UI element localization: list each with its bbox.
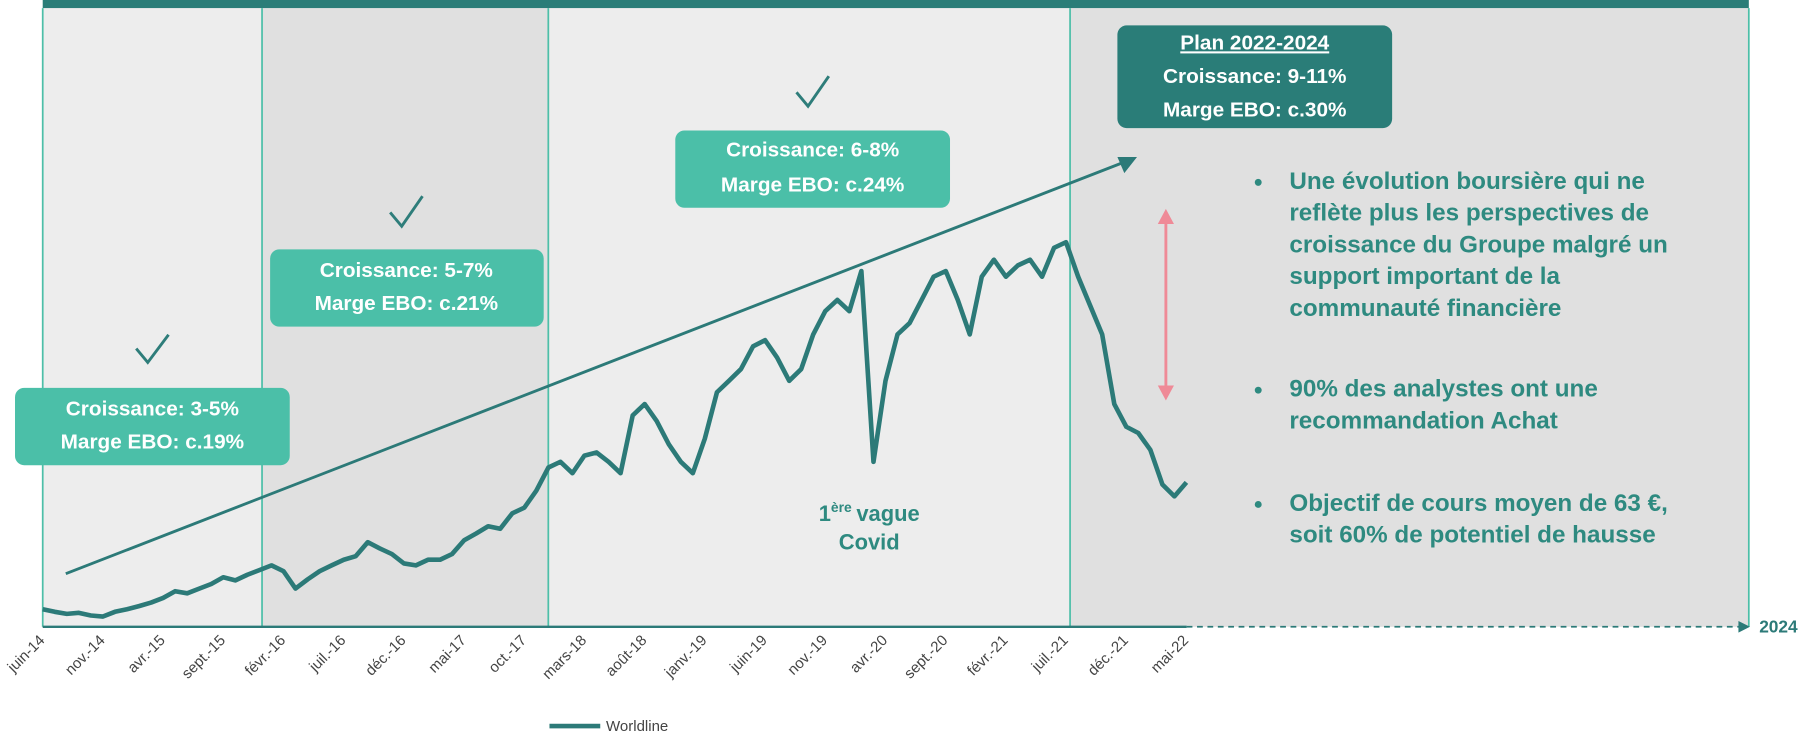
x-tick-label: juin-14 xyxy=(4,632,49,677)
top-bar xyxy=(42,0,1749,9)
box-text: Croissance: 5-7% xyxy=(320,259,493,282)
bullet-dot xyxy=(1254,386,1262,394)
box-text: Croissance: 9-11% xyxy=(1163,65,1347,88)
x-tick-label: juil.-16 xyxy=(305,632,349,676)
x-tick-label: juil.-21 xyxy=(1028,632,1072,676)
x-tick-label: févr.-21 xyxy=(964,632,1011,679)
bullet-text: communauté financière xyxy=(1289,295,1561,322)
covid-note: Covid xyxy=(839,529,900,554)
x-tick-label: janv.-19 xyxy=(661,632,711,682)
box-text: Plan 2022-2024 xyxy=(1180,31,1329,54)
phase-bg xyxy=(42,8,263,627)
box-text: Marge EBO: c.24% xyxy=(721,173,904,196)
phase-box xyxy=(675,130,951,208)
trend-arrow xyxy=(65,160,1127,576)
x-tick-label: oct.-17 xyxy=(485,632,529,676)
box-text: Marge EBO: c.21% xyxy=(315,292,499,315)
arrow-head xyxy=(1117,156,1138,174)
bullet-dot xyxy=(1254,500,1262,508)
arrow-head xyxy=(1738,621,1750,633)
price-line xyxy=(42,239,1189,619)
x-tick-label: juin-19 xyxy=(726,632,771,677)
x-tick-label: août-18 xyxy=(602,632,650,680)
covid-note: ère xyxy=(831,499,852,515)
bullet-dot xyxy=(1254,178,1262,186)
phase-bg xyxy=(548,8,1071,627)
x-tick-label: nov.-14 xyxy=(62,632,109,679)
phase-box xyxy=(15,387,290,466)
x-tick-label: déc.-21 xyxy=(1085,632,1132,679)
box-text: Marge EBO: c.30% xyxy=(1163,98,1347,121)
x-tick-label: mai-22 xyxy=(1148,632,1192,676)
box-text: Croissance: 6-8% xyxy=(726,139,899,162)
box-text: Croissance: 3-5% xyxy=(66,397,239,420)
x-tick-label: mars-18 xyxy=(539,632,590,683)
bullet-text: 90% des analystes ont une xyxy=(1289,376,1597,403)
bullet-text: Objectif de cours moyen de 63 €, xyxy=(1289,490,1667,517)
bullet-text: soit 60% de potentiel de hausse xyxy=(1289,522,1655,549)
bullet-text: reflète plus les perspectives de xyxy=(1289,200,1649,227)
phase-lines xyxy=(41,8,1750,627)
bullet-text: Une évolution boursière qui ne xyxy=(1289,168,1644,195)
x-tick-label: avr.-20 xyxy=(847,632,891,676)
x-tick-label: sept.-15 xyxy=(179,632,229,682)
end-label: 2024 xyxy=(1759,617,1798,637)
x-tick-label: avr.-15 xyxy=(124,632,168,676)
covid-note: 1ère vague xyxy=(819,499,920,526)
x-tick-label: févr.-16 xyxy=(242,632,289,679)
bullet-text: recommandation Achat xyxy=(1289,407,1557,434)
phase-box xyxy=(270,249,544,327)
x-tick-label: mai-17 xyxy=(425,632,469,676)
box-text: Marge EBO: c.19% xyxy=(61,431,245,454)
bullet-text: support important de la xyxy=(1289,263,1560,290)
x-tick-label: déc.-16 xyxy=(362,632,409,679)
covid-note: vague xyxy=(856,501,919,526)
plan-box xyxy=(1117,25,1393,129)
bullet-text: croissance du Groupe malgré un xyxy=(1289,231,1667,258)
covid-note: 1 xyxy=(819,501,831,526)
legend-label: Worldline xyxy=(606,718,668,733)
x-tick-label: sept.-20 xyxy=(901,632,951,682)
checkmarks xyxy=(135,75,831,365)
x-tick-label: nov.-19 xyxy=(784,632,831,679)
